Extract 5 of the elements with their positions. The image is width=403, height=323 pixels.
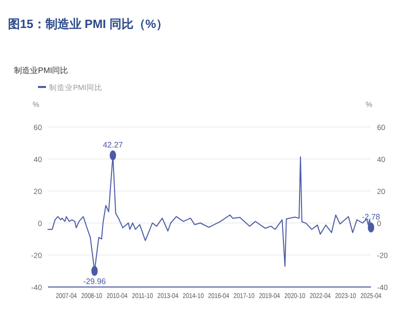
- chart-title: 图15：制造业 PMI 同比（%）: [8, 17, 168, 31]
- annotation: 42.27: [102, 140, 124, 150]
- chart-subtitle: 制造业PMI同比: [14, 66, 68, 75]
- annotation: -29.96: [83, 276, 106, 286]
- annotation: -2.78: [362, 212, 381, 222]
